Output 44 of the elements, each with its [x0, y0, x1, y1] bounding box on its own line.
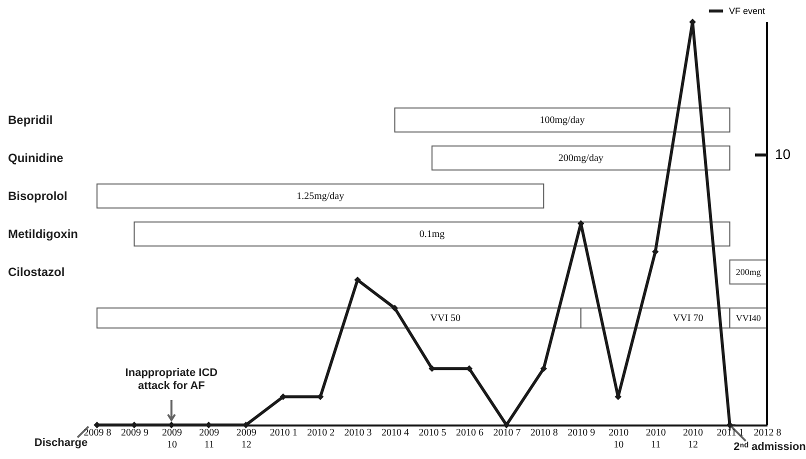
- point: [428, 365, 436, 372]
- text: Bisoprolol: [8, 189, 68, 203]
- point: [503, 422, 510, 428]
- x-tick-label: 2010 9: [568, 428, 596, 438]
- band-label: 0.1mg: [419, 229, 445, 240]
- x-tick-label: 2010 3: [344, 428, 372, 438]
- band-label: 100mg/day: [540, 115, 585, 126]
- x-tick-label: 2009 11: [199, 428, 220, 450]
- legend-label: VF event: [729, 6, 766, 16]
- x-tick-label: 2010 8: [530, 428, 558, 438]
- point: [391, 304, 398, 312]
- annotation: 2ⁿᵈ admission: [734, 441, 806, 453]
- x-tick-label: 2009 12: [236, 428, 256, 450]
- x-tick-label: 2012 8: [754, 428, 782, 438]
- x-tick-label: 2010 4: [382, 428, 410, 438]
- band-label: VVI40: [736, 313, 762, 323]
- point: [354, 276, 361, 284]
- text: Quinidine: [8, 151, 64, 165]
- x-tick-label: 2010 5: [418, 428, 446, 438]
- x-tick-label: 2010 11: [646, 428, 666, 450]
- x-tick-label: 2010 10: [608, 428, 629, 450]
- band-label: VVI 70: [672, 313, 704, 324]
- text: Cilostazol: [8, 265, 65, 279]
- x-tick-label: 2011 1: [716, 428, 744, 438]
- point: [652, 248, 659, 256]
- annotation: Discharge: [34, 437, 88, 449]
- annotation: Inappropriate ICD attack for AF: [125, 367, 218, 392]
- point: [280, 393, 286, 400]
- x-tick-label: 2010 1: [270, 428, 298, 438]
- point: [540, 365, 548, 372]
- band-label: VVI 50: [430, 313, 461, 324]
- text: Bepridil: [8, 113, 53, 127]
- x-tick-label: 2010 12: [683, 428, 704, 450]
- x-tick-label: 2010 6: [456, 428, 484, 438]
- band-label: 200mg/day: [558, 153, 604, 164]
- band-label: 1.25mg/day: [296, 191, 344, 202]
- text: Metildigoxin: [8, 227, 78, 241]
- x-tick-label: 2009 10: [162, 428, 182, 450]
- x-tick-label: 2009 8: [84, 428, 112, 438]
- band-label: 200mg: [736, 267, 762, 277]
- x-tick-label: 2010 2: [307, 428, 335, 438]
- text: 10: [775, 146, 791, 162]
- x-tick-label: 2009 9: [120, 428, 148, 438]
- x-tick-label: 2010 7: [493, 428, 521, 438]
